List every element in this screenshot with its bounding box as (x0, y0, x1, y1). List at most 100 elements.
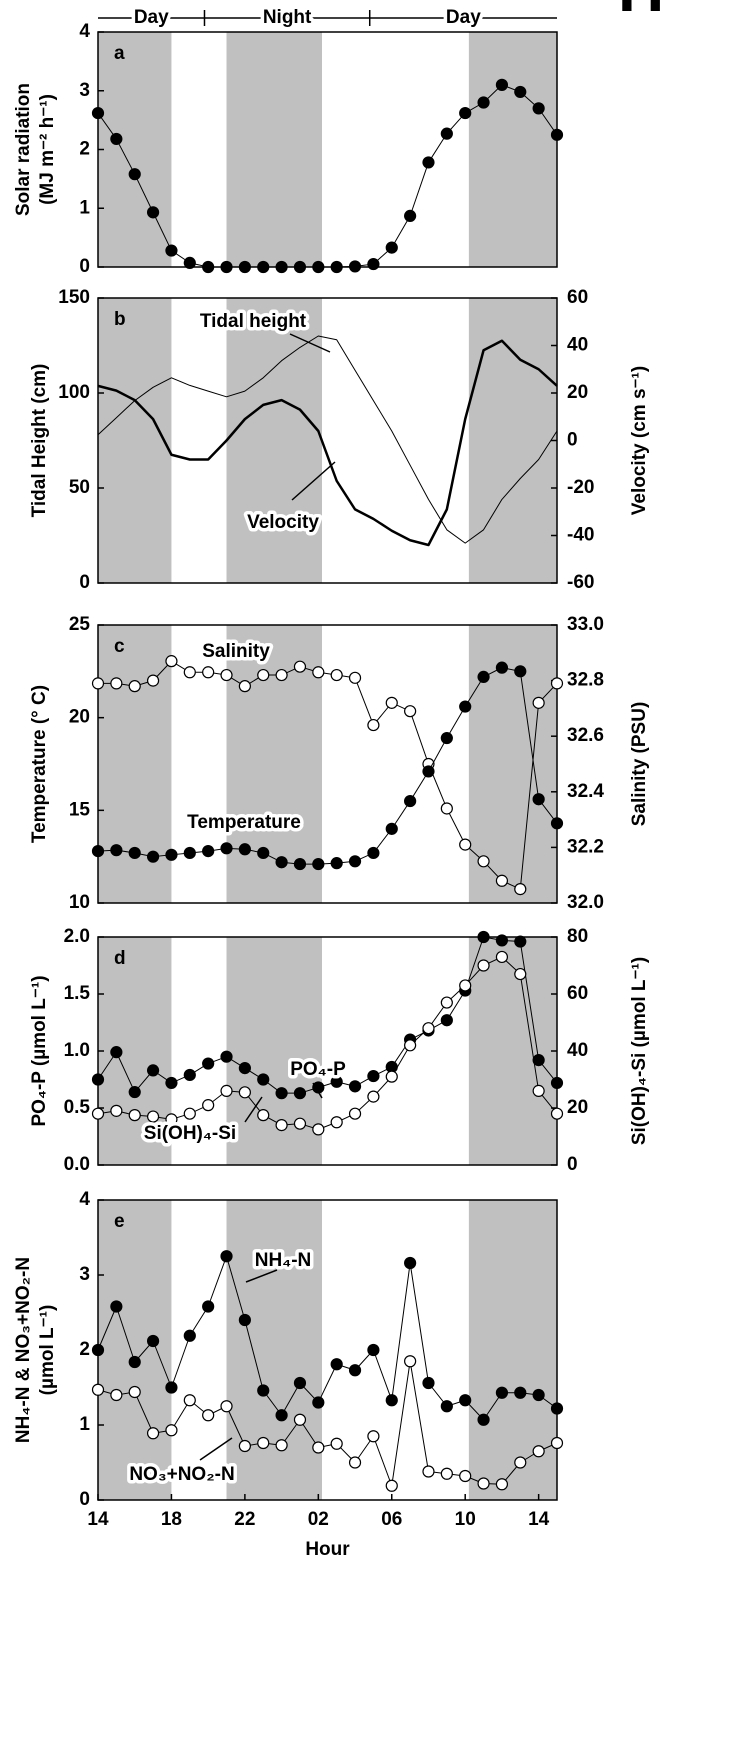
panel-label: a (114, 43, 125, 64)
data-point (404, 794, 417, 808)
y2-tick-label: 33.0 (567, 614, 604, 635)
data-point (146, 206, 160, 219)
data-point (459, 106, 472, 120)
data-point (293, 260, 307, 274)
y-axis-label: Tidal Height (cm) (29, 364, 50, 518)
data-point (257, 1109, 270, 1122)
data-point (385, 1070, 398, 1083)
shaded-region (468, 32, 557, 267)
data-point (128, 846, 141, 860)
series-label: Tidal height (200, 311, 307, 332)
data-point (330, 260, 343, 274)
data-point (257, 1436, 270, 1450)
corner-label: H (618, 0, 664, 25)
x-axis-label: Hour (305, 1539, 350, 1560)
data-point (91, 1343, 105, 1357)
data-point (293, 1117, 307, 1130)
data-point (91, 677, 105, 690)
data-point (495, 1478, 509, 1491)
data-point (165, 1113, 178, 1126)
data-point (550, 1436, 564, 1450)
data-point (440, 802, 453, 815)
period-label: Night (263, 7, 312, 28)
series-label: NO₃+NO₂-N (129, 1464, 234, 1485)
data-point (238, 1086, 251, 1099)
series-label: PO₄-P (290, 1059, 346, 1080)
shaded-region (468, 937, 557, 1165)
data-point (550, 677, 564, 690)
data-point (477, 96, 490, 109)
y2-tick-label: -20 (567, 477, 594, 498)
data-point (404, 209, 417, 222)
data-point (202, 1300, 215, 1313)
data-point (422, 765, 435, 778)
data-point (514, 882, 527, 896)
data-point (477, 959, 490, 972)
shaded-region (226, 937, 322, 1165)
panel-label: b (114, 309, 126, 330)
data-point (275, 1439, 288, 1452)
leader-line (245, 1269, 278, 1283)
y2-tick-label: 60 (567, 983, 588, 1004)
y2-tick-label: 32.8 (567, 670, 604, 691)
leader-line (291, 461, 336, 501)
data-point (532, 1054, 545, 1067)
data-point (348, 855, 362, 868)
data-point (477, 670, 490, 683)
data-point (385, 1394, 398, 1407)
y-axis-label: (MJ m⁻² h⁻¹) (37, 94, 58, 205)
data-point (91, 845, 105, 858)
y2-tick-label: 32.4 (567, 781, 604, 802)
data-point (128, 1385, 141, 1399)
data-point (495, 950, 509, 964)
y2-tick-label: 40 (567, 1040, 588, 1061)
x-tick-label: 06 (381, 1509, 402, 1530)
data-point (293, 857, 307, 871)
data-point (532, 1445, 545, 1458)
y2-tick-label: 40 (567, 335, 588, 356)
data-point (514, 967, 527, 981)
data-point (275, 668, 288, 682)
y-tick-label: 0 (79, 256, 90, 277)
data-point (220, 842, 233, 855)
y-tick-label: 15 (69, 799, 91, 820)
data-point (257, 1384, 270, 1397)
data-point (220, 1250, 233, 1263)
y-tick-label: 1.0 (64, 1040, 90, 1061)
series-label: Temperature (187, 812, 301, 833)
data-point (495, 1386, 509, 1399)
data-point (110, 844, 123, 857)
series-line (97, 339, 558, 547)
leader-line (289, 333, 331, 353)
y-tick-label: 10 (69, 892, 90, 913)
y-tick-label: 20 (69, 707, 90, 728)
y2-tick-label: -40 (567, 525, 594, 546)
data-point (275, 260, 288, 274)
data-point (146, 1110, 160, 1123)
data-point (348, 1080, 362, 1093)
data-point (183, 666, 196, 679)
data-point (385, 1479, 398, 1492)
y-tick-label: 150 (58, 287, 90, 308)
y-tick-label: 0.5 (64, 1097, 91, 1118)
data-point (183, 846, 196, 860)
y-tick-label: 0.0 (64, 1154, 90, 1175)
y-tick-label: 1 (79, 197, 90, 218)
data-point (514, 665, 527, 678)
data-point (440, 1467, 453, 1480)
data-point (367, 1343, 380, 1357)
data-point (550, 817, 564, 830)
shaded-region (226, 625, 322, 903)
data-point (330, 857, 343, 870)
data-point (404, 1039, 417, 1052)
y-tick-label: 2 (79, 139, 90, 160)
y2-tick-label: 0 (567, 1154, 578, 1175)
data-point (514, 1456, 527, 1469)
data-point (550, 1402, 564, 1415)
data-point (183, 1394, 196, 1407)
data-point (440, 1014, 453, 1027)
shaded-region (98, 32, 172, 267)
y-tick-label: 3 (79, 1264, 90, 1285)
x-tick-label: 14 (528, 1509, 550, 1530)
y2-tick-label: 20 (567, 382, 588, 403)
